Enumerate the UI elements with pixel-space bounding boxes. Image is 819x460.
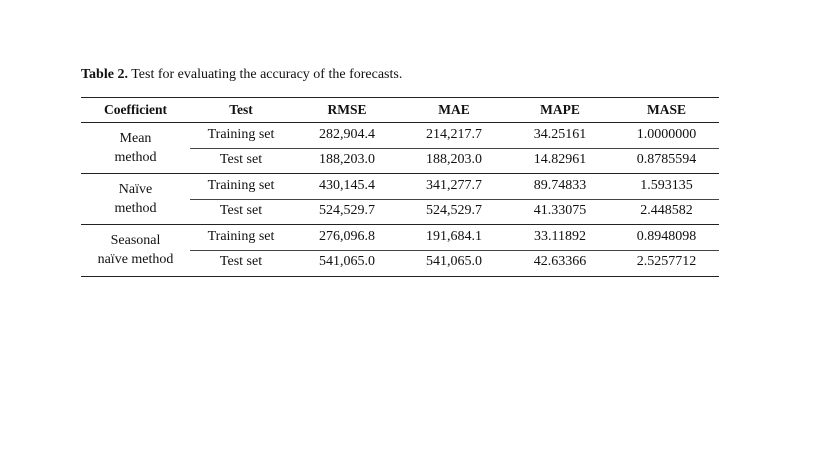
- header-mae: MAE: [438, 102, 470, 117]
- mase-cell: 2.5257712: [636, 254, 697, 269]
- test-cell: Training set: [207, 178, 275, 193]
- table-group-rule: [81, 224, 719, 225]
- coefficient-cell: Naïve method: [81, 180, 190, 218]
- mape-cell: 89.74833: [533, 178, 587, 193]
- table-row-rule: [190, 148, 719, 149]
- coefficient-line: Naïve: [118, 182, 153, 197]
- accuracy-table: Coefficient Test RMSE MAE MAPE MASE Mean…: [81, 97, 719, 277]
- mae-cell: 341,277.7: [426, 178, 482, 193]
- mape-cell: 33.11892: [534, 229, 586, 244]
- table-top-rule: [81, 97, 719, 98]
- test-cell: Test set: [219, 152, 263, 167]
- coefficient-cell: Seasonal naïve method: [81, 231, 190, 269]
- table-caption: Table 2. Test for evaluating the accurac…: [81, 66, 402, 84]
- mase-cell: 1.593135: [640, 178, 693, 193]
- test-cell: Training set: [207, 229, 275, 244]
- coefficient-cell: Mean method: [81, 129, 190, 167]
- mape-cell: 14.82961: [533, 152, 587, 167]
- coefficient-line: naïve method: [97, 252, 174, 267]
- mase-cell: 1.0000000: [636, 127, 697, 142]
- header-rmse: RMSE: [327, 102, 367, 117]
- mase-cell: 0.8948098: [636, 229, 697, 244]
- mae-cell: 191,684.1: [426, 229, 482, 244]
- mae-cell: 541,065.0: [426, 254, 482, 269]
- mape-cell: 41.33075: [533, 203, 587, 218]
- header-coefficient: Coefficient: [104, 102, 167, 117]
- table-caption-text: Test for evaluating the accuracy of the …: [131, 67, 403, 82]
- table-row-rule: [190, 199, 719, 200]
- header-mase: MASE: [646, 102, 686, 117]
- rmse-cell: 276,096.8: [319, 229, 375, 244]
- mape-cell: 34.25161: [533, 127, 587, 142]
- table-row-rule: [190, 250, 719, 251]
- mae-cell: 214,217.7: [426, 127, 482, 142]
- test-cell: Test set: [219, 254, 263, 269]
- coefficient-line: method: [114, 150, 157, 165]
- mae-cell: 524,529.7: [426, 203, 482, 218]
- rmse-cell: 524,529.7: [319, 203, 375, 218]
- mae-cell: 188,203.0: [426, 152, 482, 167]
- coefficient-line: Seasonal: [110, 233, 161, 248]
- coefficient-line: Mean: [119, 131, 152, 146]
- mape-cell: 42.63366: [533, 254, 587, 269]
- rmse-cell: 188,203.0: [319, 152, 375, 167]
- header-test: Test: [229, 102, 253, 117]
- test-cell: Training set: [207, 127, 275, 142]
- header-mape: MAPE: [540, 102, 580, 117]
- mase-cell: 0.8785594: [636, 152, 697, 167]
- rmse-cell: 430,145.4: [319, 178, 375, 193]
- rmse-cell: 282,904.4: [319, 127, 375, 142]
- table-group-rule: [81, 173, 719, 174]
- test-cell: Test set: [219, 203, 263, 218]
- rmse-cell: 541,065.0: [319, 254, 375, 269]
- table-bottom-rule: [81, 276, 719, 277]
- table-header-rule: [81, 122, 719, 123]
- mase-cell: 2.448582: [640, 203, 693, 218]
- coefficient-line: method: [114, 201, 157, 216]
- table-caption-label: Table 2.: [81, 67, 128, 82]
